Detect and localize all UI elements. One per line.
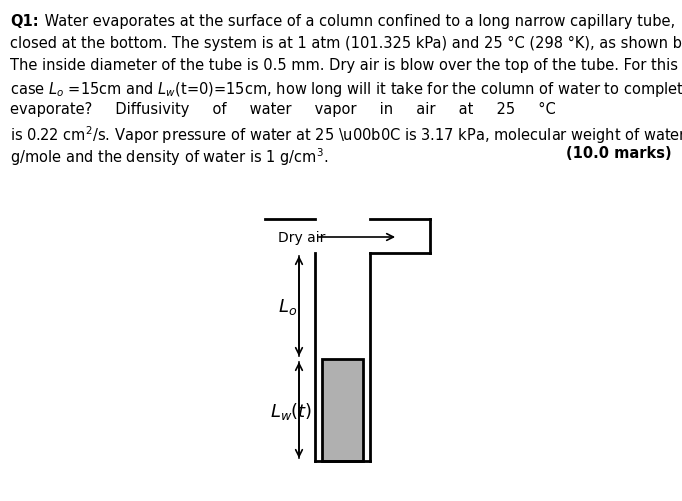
- Bar: [322, 359, 363, 461]
- Text: g/mole and the density of water is 1 g/cm$^3$.: g/mole and the density of water is 1 g/c…: [10, 146, 328, 167]
- Text: is 0.22 cm$^2$/s. Vapor pressure of water at 25 \u00b0C is 3.17 kPa, molecular w: is 0.22 cm$^2$/s. Vapor pressure of wate…: [10, 124, 682, 145]
- Text: (10.0 marks): (10.0 marks): [566, 146, 672, 161]
- Text: evaporate?     Diffusivity     of     water     vapor     in     air     at     : evaporate? Diffusivity of water vapor in…: [10, 102, 556, 117]
- Text: $\mathit{L}_o$: $\mathit{L}_o$: [278, 297, 297, 316]
- Text: The inside diameter of the tube is 0.5 mm. Dry air is blow over the top of the t: The inside diameter of the tube is 0.5 m…: [10, 58, 678, 73]
- Text: Dry air: Dry air: [278, 230, 325, 244]
- Text: closed at the bottom. The system is at 1 atm (101.325 kPa) and 25 °C (298 °K), a: closed at the bottom. The system is at 1…: [10, 36, 682, 51]
- Text: case $\mathit{L}_o$ =15cm and $\mathit{L}_w$(t=0)=15cm, how long will it take fo: case $\mathit{L}_o$ =15cm and $\mathit{L…: [10, 80, 682, 99]
- Text: Q1:: Q1:: [10, 14, 39, 29]
- Text: $\mathit{L}_w(t)$: $\mathit{L}_w(t)$: [270, 400, 312, 421]
- Text: Water evaporates at the surface of a column confined to a long narrow capillary : Water evaporates at the surface of a col…: [40, 14, 675, 29]
